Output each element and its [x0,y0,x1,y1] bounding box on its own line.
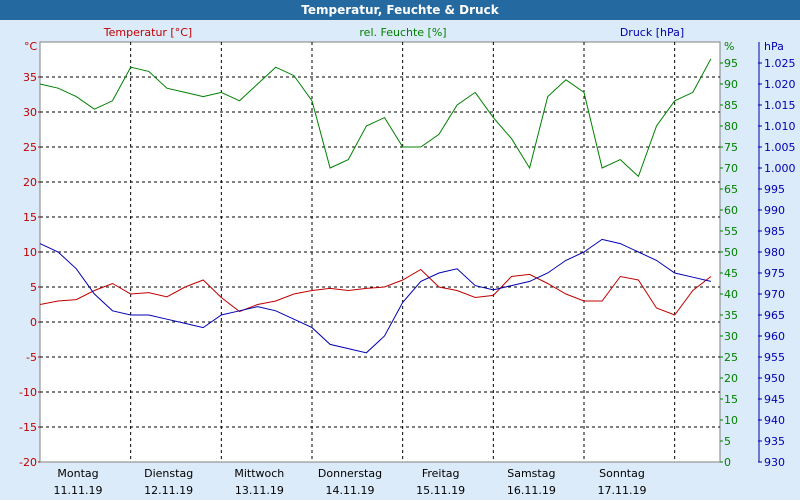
pressure-tick-label: 975 [764,267,785,280]
pressure-tick-label: 1.000 [764,162,796,175]
humidity-tick-label: 35 [724,309,738,322]
pressure-tick-label: 935 [764,435,785,448]
day-date-label: 13.11.19 [235,484,284,497]
day-date-label: 16.11.19 [507,484,556,497]
temperature-tick-label: 0 [30,316,37,329]
humidity-tick-label: 0 [724,456,731,469]
pressure-tick-label: 970 [764,288,785,301]
temperature-tick-label: 10 [23,246,37,259]
pressure-tick-label: 965 [764,309,785,322]
day-name-label: Mittwoch [234,467,284,480]
day-date-label: 15.11.19 [416,484,465,497]
humidity-tick-label: 15 [724,393,738,406]
humidity-tick-label: 55 [724,225,738,238]
temperature-tick-label: 20 [23,176,37,189]
pressure-tick-label: 930 [764,456,785,469]
day-name-label: Freitag [422,467,460,480]
day-name-label: Donnerstag [318,467,382,480]
legend-pressure: Druck [hPa] [620,26,684,39]
temperature-tick-label: 15 [23,211,37,224]
humidity-tick-label: 40 [724,288,738,301]
humidity-series-line [39,58,712,178]
pressure-tick-label: 950 [764,372,785,385]
humidity-tick-label: 80 [724,120,738,133]
pressure-tick-label: 990 [764,204,785,217]
legend-humidity: rel. Feuchte [%] [359,26,446,39]
humidity-tick-label: 70 [724,162,738,175]
day-name-label: Dienstag [144,467,193,480]
humidity-tick-label: 75 [724,141,738,154]
unit-pressure: hPa [764,40,784,53]
humidity-tick-label: 20 [724,372,738,385]
pressure-tick-label: 955 [764,351,785,364]
temperature-tick-label: -20 [19,456,37,469]
humidity-tick-label: 5 [724,435,731,448]
chart-title: Temperatur, Feuchte & Druck [0,0,800,20]
humidity-tick-label: 10 [724,414,738,427]
humidity-axis: 0 5 10 15 20 25 30 35 40 45 50 55 60 65 70 75 80 85 90 95 [720,57,738,469]
humidity-tick-label: 25 [724,351,738,364]
humidity-tick-label: 50 [724,246,738,259]
humidity-tick-label: 95 [724,57,738,70]
temperature-tick-label: 5 [30,281,37,294]
pressure-tick-label: 960 [764,330,785,343]
day-name-label: Montag [57,467,98,480]
pressure-tick-label: 1.020 [764,78,796,91]
pressure-tick-label: 985 [764,225,785,238]
pressure-tick-label: 1.005 [764,141,796,154]
pressure-tick-label: 940 [764,414,785,427]
temperature-tick-label: -10 [19,386,37,399]
pressure-tick-label: 1.015 [764,99,796,112]
temperature-tick-label: 30 [23,106,37,119]
day-date-label: 14.11.19 [326,484,375,497]
humidity-tick-label: 60 [724,204,738,217]
temperature-axis: -20 -15 -10 -5 0 5 10 15 20 25 30 35 [19,71,40,469]
pressure-axis: 930 935 940 945 950 955 960 965 970 975 980 985 990 9… [758,42,796,469]
pressure-tick-label: 980 [764,246,785,259]
day-date-label: 17.11.19 [598,484,647,497]
temperature-series-line [39,268,712,316]
series-lines [39,58,712,354]
humidity-tick-label: 65 [724,183,738,196]
temperature-tick-label: 35 [23,71,37,84]
humidity-tick-label: 45 [724,267,738,280]
day-date-label: 12.11.19 [144,484,193,497]
temperature-tick-label: -15 [19,421,37,434]
humidity-tick-label: 30 [724,330,738,343]
pressure-tick-label: 1.025 [764,57,796,70]
day-date-label: 11.11.19 [54,484,103,497]
grid-lines [40,42,720,462]
pressure-tick-label: 945 [764,393,785,406]
pressure-series-line [39,238,712,354]
unit-humidity: % [724,40,734,53]
temperature-tick-label: 25 [23,141,37,154]
temperature-tick-label: -5 [26,351,37,364]
humidity-tick-label: 85 [724,99,738,112]
day-name-label: Samstag [507,467,555,480]
pressure-tick-label: 1.010 [764,120,796,133]
chart: -20 -15 -10 -5 0 5 10 15 20 25 30 35 0 5 10 15 20 25 30 35… [19,26,796,497]
legend-temperature: Temperatur [°C] [103,26,192,39]
unit-temperature: °C [24,40,38,53]
x-axis: Montag 11.11.19 Dienstag 12.11.19 Mittwoch 13… [54,467,647,497]
humidity-tick-label: 90 [724,78,738,91]
day-name-label: Sonntag [599,467,645,480]
pressure-tick-label: 995 [764,183,785,196]
